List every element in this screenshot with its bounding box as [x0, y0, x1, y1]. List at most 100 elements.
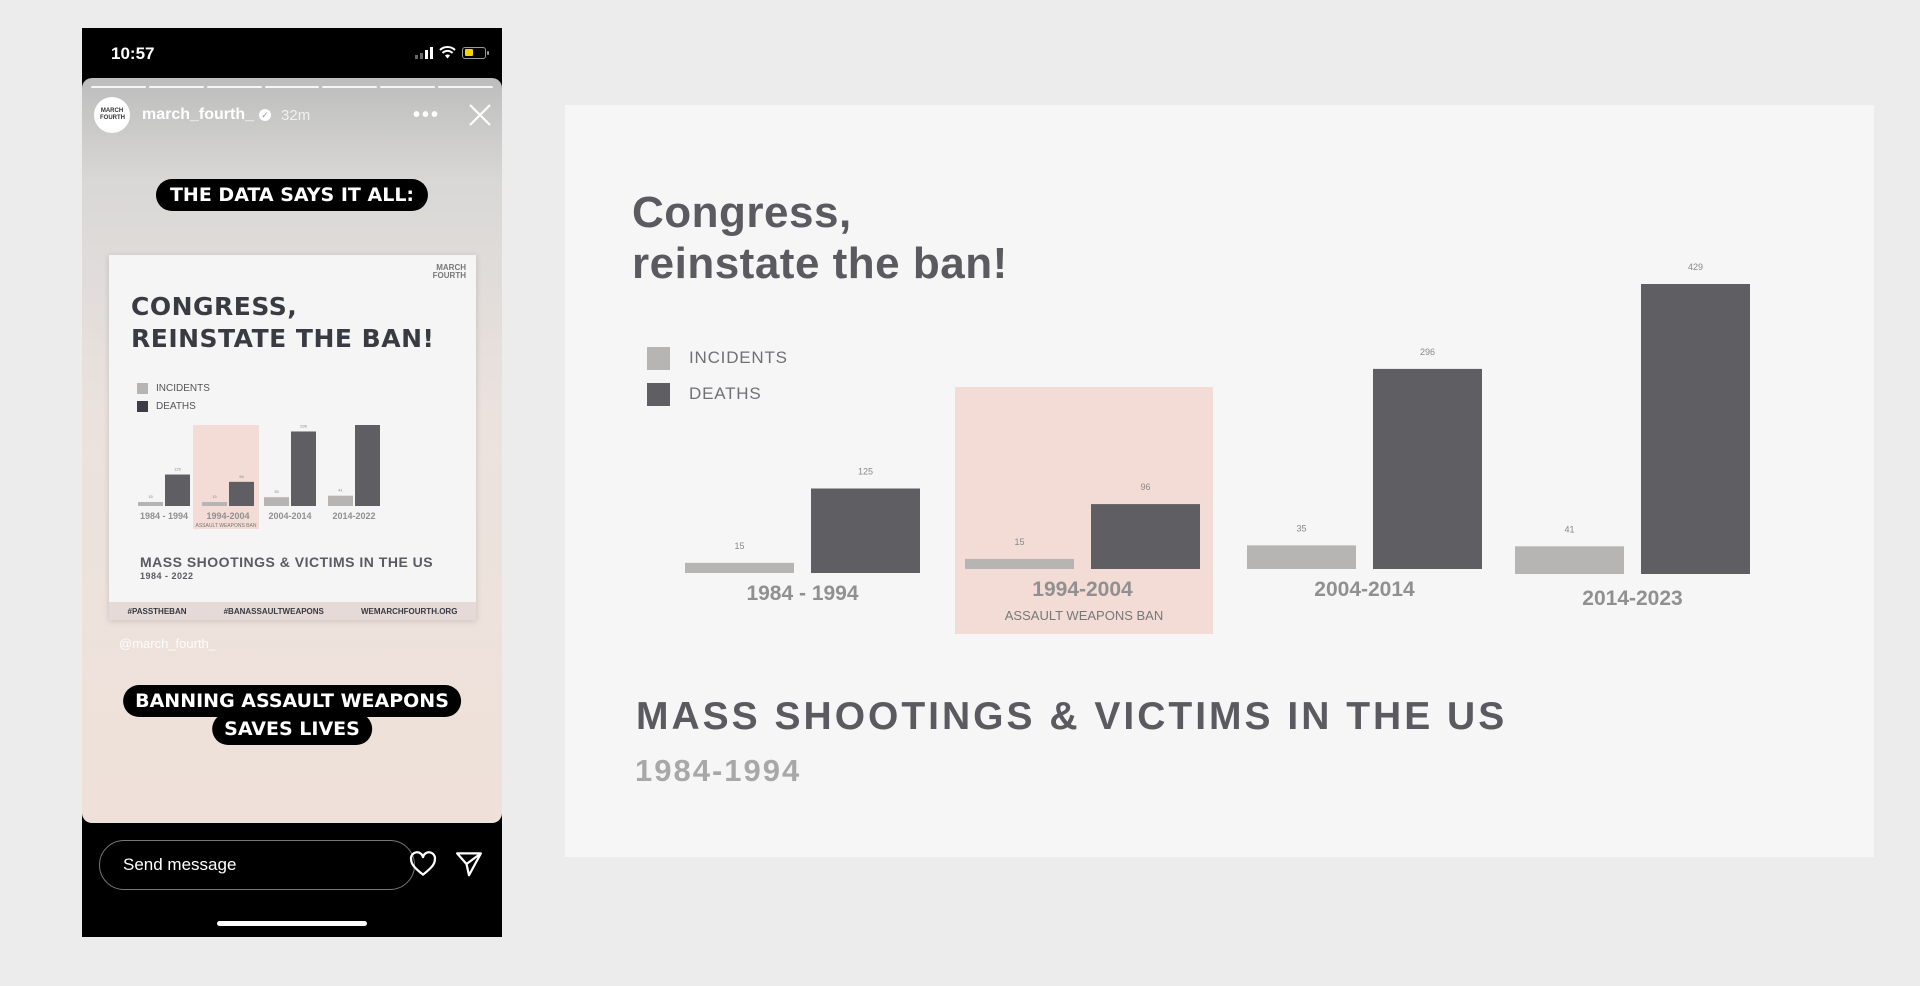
story-header: MARCH FOURTH march_fourth_ ✓ 32m •••	[94, 96, 494, 134]
bar-value-label: 96	[1140, 482, 1150, 492]
bar-value-label: 35	[1296, 523, 1306, 533]
deaths-bar	[165, 474, 190, 506]
incidents-bar	[138, 502, 163, 506]
deaths-bar	[1373, 368, 1482, 569]
deaths-bar	[355, 425, 380, 506]
category-label: 2004-2014	[1314, 578, 1415, 601]
card-subtitle: MASS SHOOTINGS & VICTIMS IN THE US	[140, 554, 434, 570]
status-bar: 10:57	[82, 28, 502, 78]
incidents-bar	[328, 495, 353, 506]
avatar[interactable]: MARCH FOURTH	[94, 97, 130, 133]
shared-post-card[interactable]: MARCH FOURTH CONGRESS, REINSTATE THE BAN…	[109, 255, 476, 620]
status-time: 10:57	[111, 44, 155, 63]
card-legend: INCIDENTS DEATHS	[137, 383, 210, 419]
bar-value-label: 429	[1688, 262, 1703, 272]
bar-value-label: 41	[338, 488, 343, 493]
incidents-bar	[1515, 546, 1624, 574]
incidents-bar	[1247, 545, 1356, 569]
phone-screen: 10:57 MARCH FOURTH march_fourth_ ✓ 32m	[82, 28, 502, 937]
battery-icon	[462, 46, 489, 59]
story-progress-segment	[264, 86, 320, 88]
bar-value-label: 15	[1014, 537, 1024, 547]
deaths-bar	[1091, 504, 1200, 569]
card-title-line2: REINSTATE THE BAN!	[131, 324, 435, 353]
category-label: 2014-2023	[1582, 587, 1682, 610]
ban-period-label: ASSAULT WEAPONS BAN	[196, 523, 257, 529]
card-title: CONGRESS, REINSTATE THE BAN!	[131, 291, 434, 355]
card-logo: MARCH FOURTH	[432, 263, 466, 280]
story-progress-segment	[148, 86, 204, 88]
bar-value-label: 96	[239, 474, 244, 479]
card-legend-deaths: DEATHS	[137, 401, 210, 412]
card-title-line1: CONGRESS,	[131, 292, 298, 321]
bar-value-label: 125	[858, 467, 873, 477]
legend-incidents-swatch	[647, 346, 670, 370]
slide-title: Congress, reinstate the ban!	[632, 187, 1008, 289]
card-legend-incidents: INCIDENTS	[137, 383, 210, 394]
incidents-bar	[202, 502, 227, 506]
bar-value-label: 41	[1564, 524, 1574, 534]
deaths-bar	[811, 488, 920, 573]
bar-value-label: 35	[274, 489, 279, 494]
story-progress	[91, 86, 494, 88]
category-label: 1994-2004	[206, 511, 249, 521]
story-progress-segment	[438, 86, 494, 88]
legend-incidents-label: INCIDENTS	[689, 348, 788, 367]
more-options-icon[interactable]: •••	[412, 103, 440, 126]
ban-period-highlight	[193, 425, 259, 529]
ban-period-label: ASSAULT WEAPONS BAN	[1005, 608, 1163, 623]
category-label: 2004-2014	[268, 511, 311, 521]
slide-title-line1: Congress,	[632, 188, 852, 237]
deaths-bar	[1641, 284, 1750, 574]
story-progress-segment	[322, 86, 378, 88]
deaths-bar	[291, 431, 316, 506]
slide-footer-range: 1984-1994	[635, 753, 802, 788]
status-icons	[415, 46, 489, 59]
send-message-input[interactable]: Send message	[99, 840, 415, 890]
story-username[interactable]: march_fourth_	[142, 106, 255, 123]
category-label: 1984 - 1994	[140, 511, 188, 521]
card-hashtag-1: #PASSTHEBAN	[127, 606, 187, 616]
close-icon[interactable]	[468, 103, 492, 127]
story-progress-segment	[91, 86, 146, 88]
send-icon[interactable]	[454, 849, 484, 879]
home-indicator	[217, 921, 367, 926]
story-progress-segment	[206, 86, 262, 88]
post-credit[interactable]: @march_fourth_	[119, 636, 217, 651]
card-bar-chart: 15 125 1984 - 1994 ASSAULT WEAPONS BAN 15 96 1…	[138, 425, 380, 529]
category-label: 2014-2022	[332, 511, 375, 521]
bar-value-label: 15	[212, 494, 217, 499]
legend-incidents: INCIDENTS	[647, 340, 788, 376]
bar-value-label: 125	[174, 467, 181, 472]
legend-deaths: DEATHS	[647, 376, 788, 412]
incidents-bar	[685, 562, 794, 573]
ban-sticker-line2: SAVES LIVES	[212, 713, 372, 745]
story-time-ago: 32m	[281, 106, 311, 124]
heart-icon[interactable]	[408, 849, 438, 879]
slide-title-line2: reinstate the ban!	[632, 239, 1008, 288]
deaths-bar	[229, 481, 254, 506]
story-progress-segment	[380, 86, 436, 88]
card-range: 1984 - 2022	[140, 571, 194, 581]
ban-sticker-line1: BANNING ASSAULT WEAPONS	[123, 685, 461, 717]
slide-footer-title: MASS SHOOTINGS & VICTIMS IN THE US	[636, 695, 1508, 738]
incidents-bar	[965, 558, 1074, 569]
incidents-bar	[264, 497, 289, 506]
chart-legend: INCIDENTS DEATHS	[647, 340, 788, 412]
signal-icon	[415, 46, 433, 59]
verified-badge-icon: ✓	[259, 109, 272, 121]
story-view[interactable]: MARCH FOURTH march_fourth_ ✓ 32m ••• THE…	[82, 78, 502, 823]
wifi-icon	[439, 46, 456, 59]
legend-deaths-swatch	[647, 382, 670, 406]
card-footer: #PASSTHEBAN #BANASSAULTWEAPONS WEMARCHFO…	[109, 602, 476, 620]
bar-value-label: 296	[1420, 347, 1435, 357]
bar-value-label: 15	[734, 541, 744, 551]
card-hashtag-2: #BANASSAULTWEAPONS	[223, 606, 324, 616]
data-sticker: THE DATA SAYS IT ALL:	[155, 179, 429, 211]
card-website: WEMARCHFOURTH.ORG	[360, 606, 458, 616]
category-label: 1984 - 1994	[746, 582, 858, 605]
avatar-text: MARCH FOURTH	[100, 108, 125, 121]
category-label: 1994-2004	[1032, 578, 1133, 601]
send-message-placeholder: Send message	[123, 855, 237, 874]
bar-value-label: 296	[300, 425, 307, 428]
